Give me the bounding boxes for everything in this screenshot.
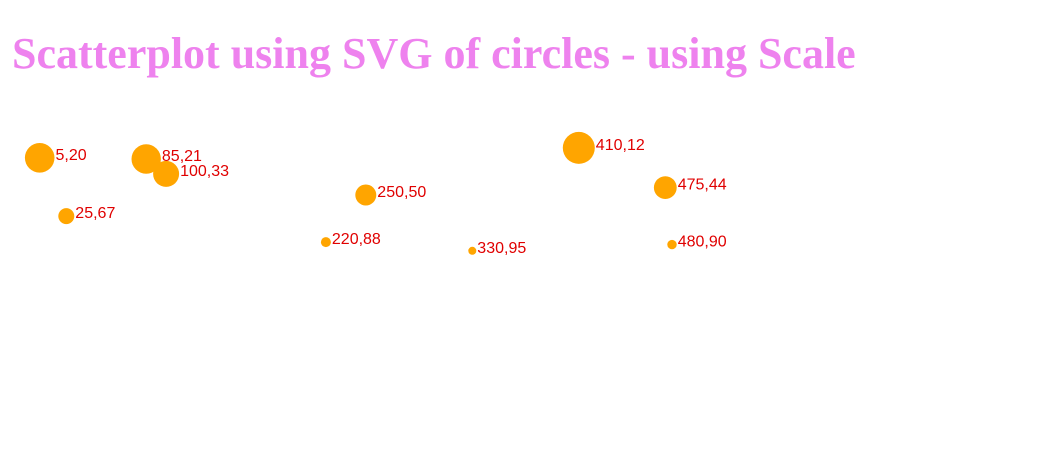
point-label: 250,50 xyxy=(377,184,426,201)
scatter-point xyxy=(320,237,331,248)
scatter-point xyxy=(468,246,477,255)
scatter-point xyxy=(653,176,677,200)
point-label: 220,88 xyxy=(332,231,381,248)
point-label: 5,20 xyxy=(56,147,87,164)
point-label: 480,90 xyxy=(678,234,727,251)
scatter-point xyxy=(667,239,677,250)
scatter-point xyxy=(562,131,595,164)
scatter-point xyxy=(153,160,180,187)
scatter-point xyxy=(58,208,75,225)
point-label: 85,21 xyxy=(162,148,202,165)
scatter-point xyxy=(355,184,377,206)
page-title: Scatterplot using SVG of circles - using… xyxy=(12,29,856,78)
point-label: 330,95 xyxy=(477,240,526,257)
scatter-point xyxy=(131,144,161,174)
scatter-point xyxy=(24,143,55,173)
point-label: 100,33 xyxy=(180,163,229,180)
point-label: 25,67 xyxy=(75,205,115,222)
point-label: 475,44 xyxy=(678,177,727,194)
point-label: 410,12 xyxy=(596,137,645,154)
